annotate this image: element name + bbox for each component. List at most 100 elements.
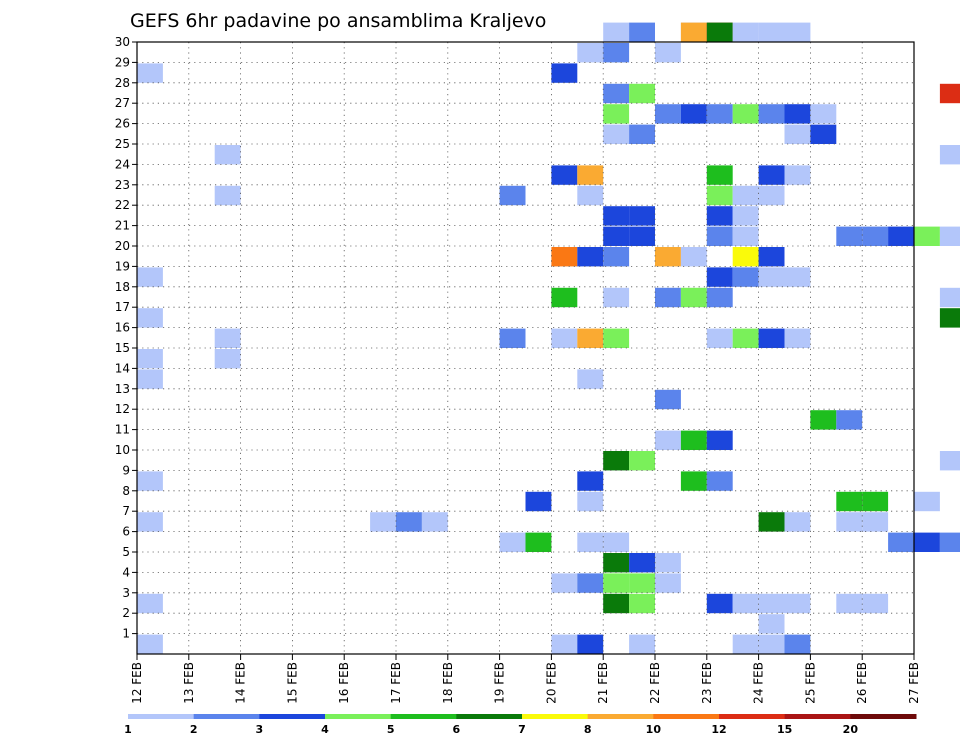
cell: [655, 389, 681, 410]
cell: [137, 634, 163, 654]
cell: [370, 512, 396, 532]
cell: [137, 369, 163, 389]
cell: [862, 512, 889, 532]
ensemble-cells: [137, 22, 960, 654]
cell: [577, 573, 604, 593]
cell: [784, 22, 811, 42]
cell: [732, 185, 759, 206]
grid-lines: [137, 41, 914, 654]
x-tick-label: 22 FEB: [648, 662, 662, 704]
cell: [603, 287, 630, 308]
cell: [603, 124, 630, 144]
cell: [939, 287, 960, 308]
legend-label: 12: [711, 723, 726, 736]
x-tick-label: 16 FEB: [337, 662, 351, 704]
y-tick-label: 28: [115, 76, 130, 90]
cell: [577, 165, 604, 185]
cell: [732, 247, 759, 267]
y-tick-label: 29: [115, 55, 130, 69]
y-tick-label: 11: [115, 423, 130, 437]
cell: [603, 83, 630, 104]
cell: [732, 104, 759, 124]
y-tick-label: 8: [122, 484, 130, 498]
cell: [603, 573, 630, 593]
x-tick-label: 15 FEB: [285, 662, 299, 704]
y-tick-label: 19: [115, 259, 130, 273]
legend-swatch: [390, 714, 457, 719]
cell: [784, 634, 811, 654]
cell: [577, 247, 604, 267]
cell: [525, 532, 552, 552]
y-tick-label: 17: [115, 300, 130, 314]
y-tick-label: 18: [115, 280, 130, 294]
cell: [706, 206, 733, 226]
cell: [577, 185, 604, 206]
cell: [706, 430, 733, 450]
cell: [758, 512, 785, 532]
cell: [706, 104, 733, 124]
cell: [758, 185, 785, 206]
cell: [137, 308, 163, 328]
y-tick-label: 3: [122, 586, 130, 600]
cell: [137, 267, 163, 287]
cell: [603, 247, 630, 267]
cell: [421, 512, 448, 532]
y-tick-label: 25: [115, 137, 130, 151]
legend-swatch: [456, 714, 523, 719]
cell: [214, 328, 241, 348]
y-tick-label: 4: [122, 565, 130, 579]
cell: [629, 83, 655, 104]
cell: [810, 410, 837, 430]
cell: [137, 349, 163, 369]
y-tick-label: 27: [115, 96, 130, 110]
cell: [836, 593, 863, 614]
cell: [577, 369, 604, 389]
x-tick-label: 14 FEB: [234, 662, 248, 704]
cell: [914, 226, 940, 246]
cell: [499, 328, 526, 348]
cell: [888, 226, 914, 246]
cell: [939, 451, 960, 471]
cell: [836, 226, 863, 246]
y-tick-label: 13: [115, 382, 130, 396]
cell: [784, 328, 811, 348]
legend-label: 7: [518, 723, 526, 736]
cell: [629, 573, 655, 593]
cell: [784, 104, 811, 124]
cell: [862, 226, 889, 246]
x-tick-label: 19 FEB: [493, 662, 507, 704]
cell: [914, 532, 940, 552]
y-tick-label: 7: [122, 504, 130, 518]
x-tick-label: 21 FEB: [596, 662, 610, 704]
cell: [758, 104, 785, 124]
cell: [603, 226, 630, 246]
cell: [706, 22, 733, 42]
cell: [499, 532, 526, 552]
cell: [629, 634, 655, 654]
cell: [784, 593, 811, 614]
cell: [655, 104, 681, 124]
cell: [396, 512, 422, 532]
cell: [603, 593, 630, 614]
cell: [939, 226, 960, 246]
color-legend: 1 2 3 4 5 6 7 8 10 12 15 20: [124, 714, 917, 736]
cell: [888, 532, 914, 552]
cell: [551, 287, 578, 308]
cell: [939, 308, 960, 328]
cell: [939, 83, 960, 104]
cell: [732, 206, 759, 226]
legend-label: 4: [321, 723, 329, 736]
cell: [758, 328, 785, 348]
y-tick-label: 14: [115, 361, 130, 375]
cell: [603, 206, 630, 226]
cell: [732, 593, 759, 614]
cell: [655, 573, 681, 593]
cell: [758, 165, 785, 185]
legend-label: 20: [843, 723, 859, 736]
cell: [137, 63, 163, 83]
cell: [784, 512, 811, 532]
cell: [603, 22, 630, 42]
cell: [577, 328, 604, 348]
cell: [551, 634, 578, 654]
legend-label: 15: [777, 723, 792, 736]
